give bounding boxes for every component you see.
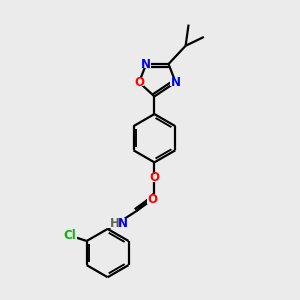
Bar [134, 78, 144, 86]
Bar [170, 78, 181, 86]
Text: N: N [171, 76, 181, 89]
Bar [141, 60, 152, 68]
Bar [147, 195, 158, 204]
Text: N: N [118, 217, 128, 230]
Text: O: O [134, 76, 144, 89]
Text: N: N [141, 58, 151, 70]
Text: O: O [147, 193, 158, 206]
Text: Cl: Cl [63, 229, 76, 242]
Bar [62, 231, 77, 239]
Text: H: H [110, 217, 119, 230]
Text: O: O [149, 171, 159, 184]
Bar [103, 218, 133, 228]
Bar [149, 174, 159, 182]
